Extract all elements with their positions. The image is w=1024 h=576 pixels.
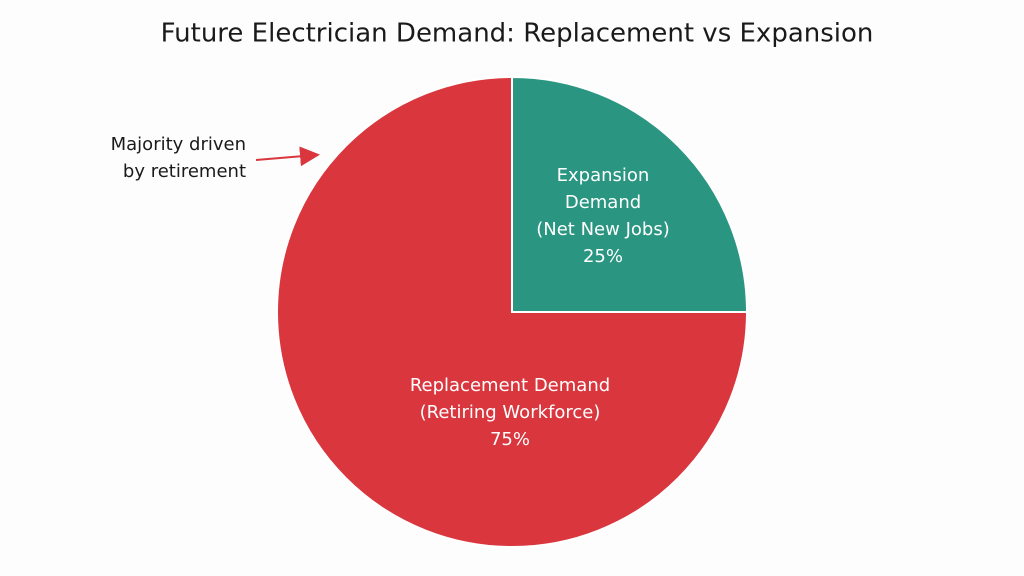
slice-label: Replacement Demand (Retiring Workforce): [410, 375, 610, 423]
chart-title: Future Electrician Demand: Replacement v…: [161, 19, 874, 49]
slice-label: Expansion Demand (Net New Jobs): [536, 165, 669, 240]
annotation: Majority driven by retirement: [111, 134, 246, 182]
annotation-arrow: [255, 146, 320, 167]
pie-slice: [511, 75, 749, 313]
slice-value-label: 25%: [583, 246, 623, 267]
pie: Expansion Demand (Net New Jobs) 25% Replacem…: [276, 75, 749, 548]
slice-value-label: 75%: [490, 429, 530, 450]
pie-slice: [276, 75, 749, 548]
